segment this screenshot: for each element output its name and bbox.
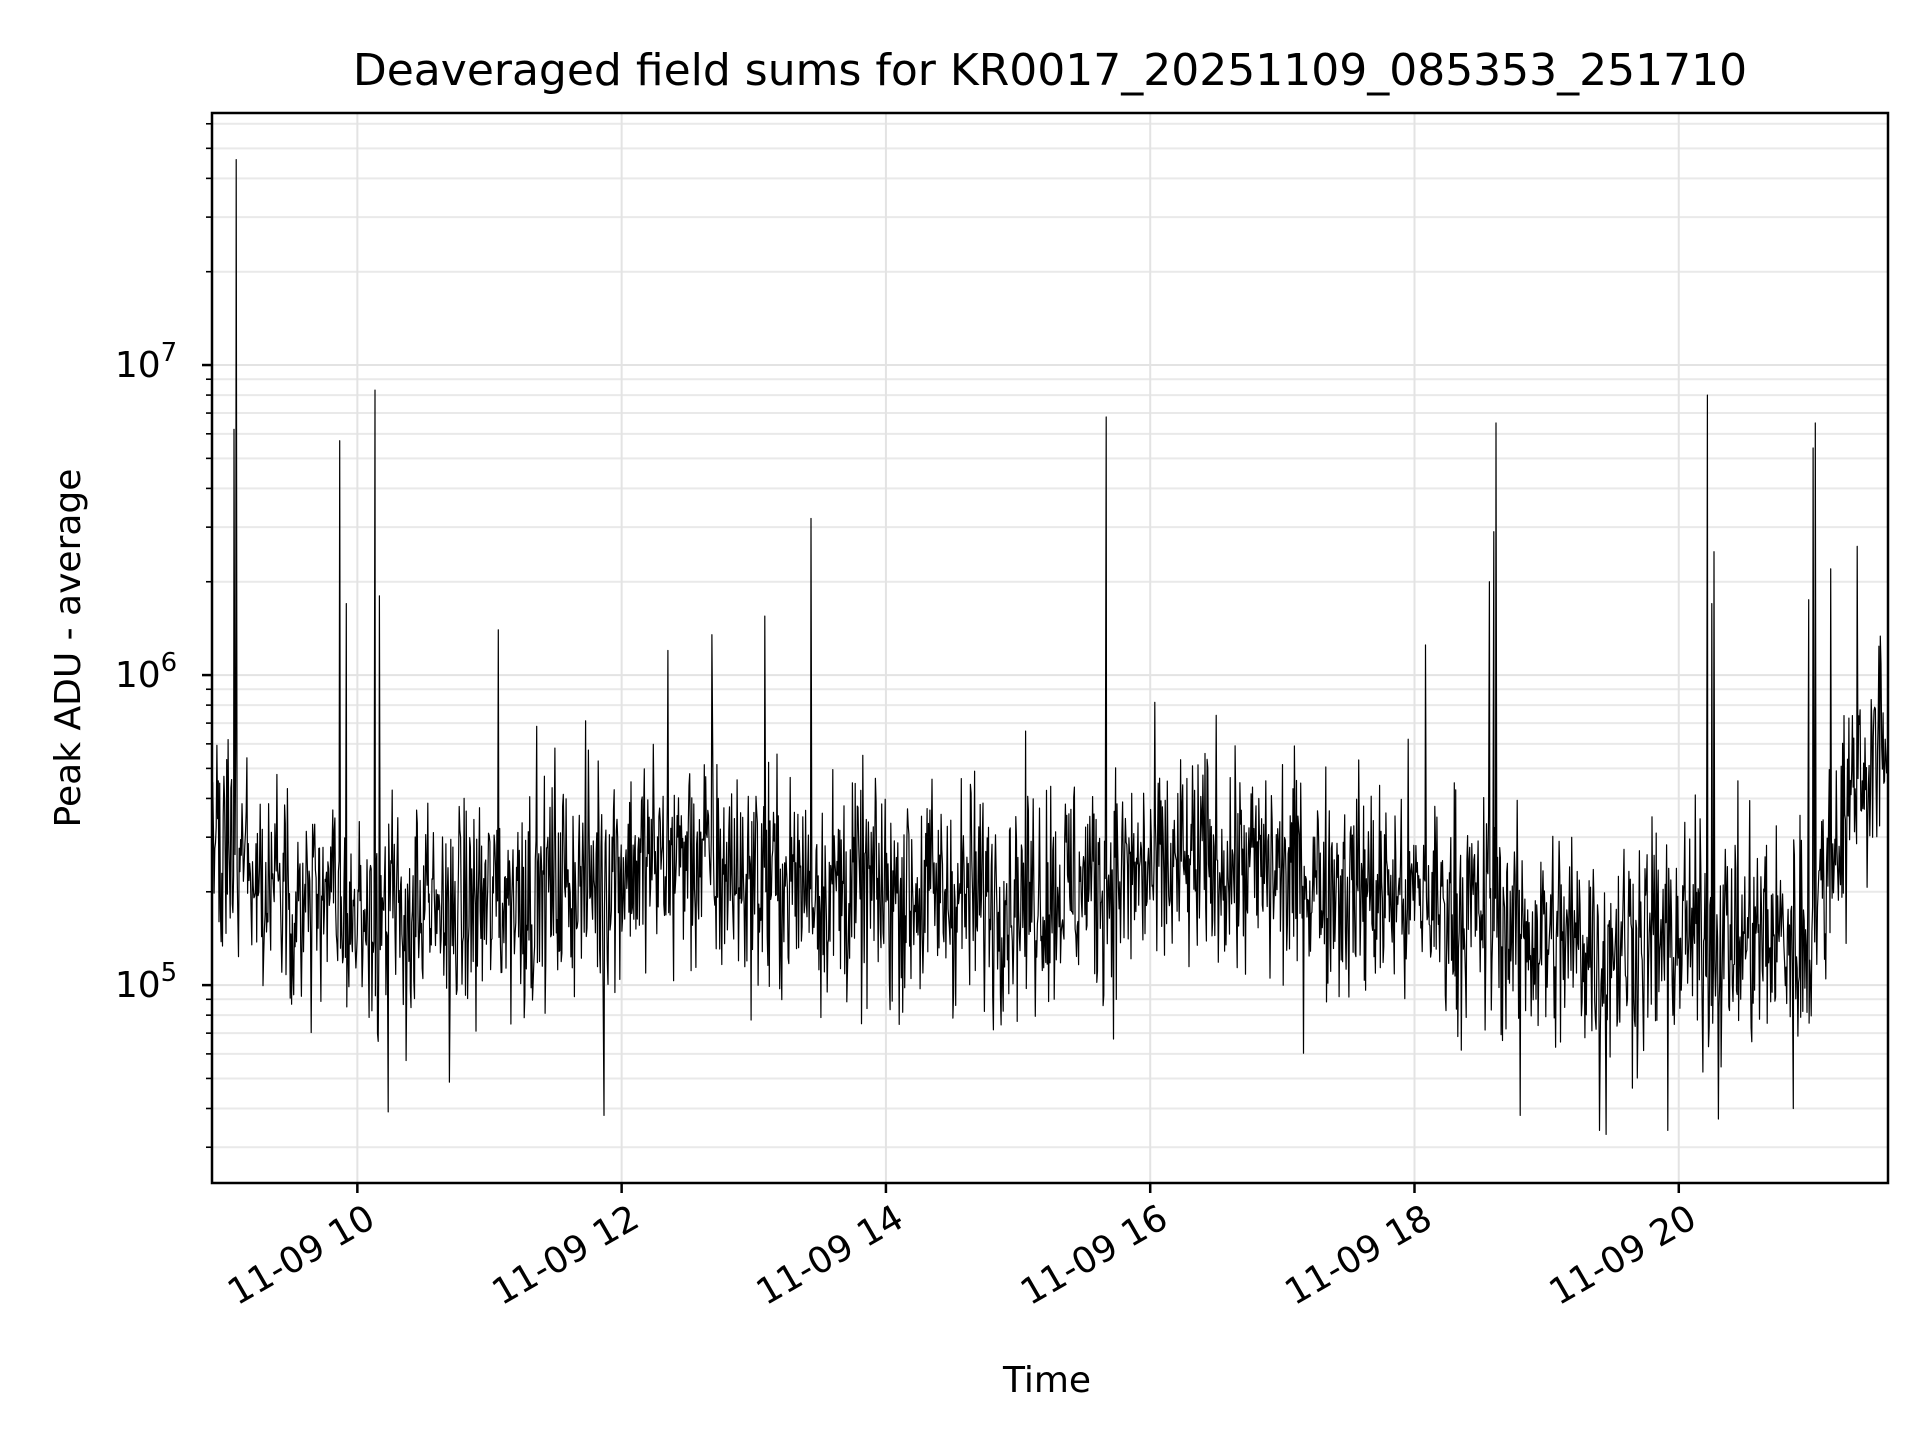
y-tick-label: 105 bbox=[115, 958, 177, 1006]
data-series bbox=[211, 159, 1889, 1135]
y-axis-label: Peak ADU - average bbox=[48, 469, 89, 828]
y-tick-label: 107 bbox=[115, 338, 177, 386]
plot-frame bbox=[210, 111, 1890, 1185]
chart-title: Deaveraged field sums for KR0017_2025110… bbox=[353, 45, 1747, 96]
x-axis-label: Time bbox=[1002, 1360, 1091, 1401]
y-tick-label: 106 bbox=[115, 648, 177, 696]
grid bbox=[212, 113, 1888, 1183]
peak-adu-line bbox=[211, 159, 1889, 1135]
